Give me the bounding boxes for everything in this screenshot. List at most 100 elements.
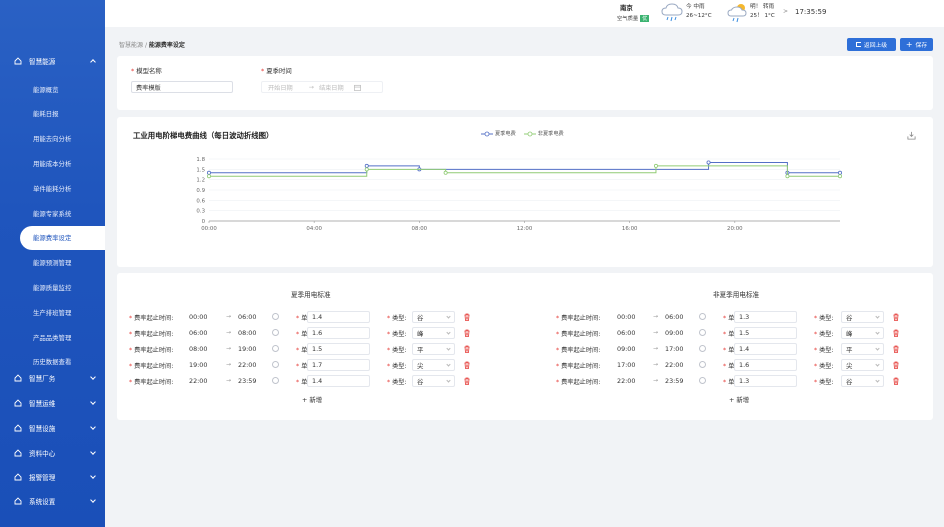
nav-group[interactable]: 资料中心 [0, 442, 105, 464]
sidebar-item[interactable]: 生产排班管理 [0, 300, 105, 324]
end-time-input[interactable]: 09:00 [665, 329, 684, 337]
price-input[interactable]: 1.5 [734, 327, 797, 339]
legend-label: 非夏季电费 [537, 131, 564, 137]
clock-icon[interactable] [272, 361, 279, 368]
type-select[interactable]: 尖 [841, 359, 884, 371]
sidebar-item[interactable]: 能源专家系统 [0, 201, 105, 225]
clock-icon[interactable] [272, 377, 279, 384]
sidebar-item[interactable]: 能源费率设定 [20, 225, 105, 250]
non-summer-add-button[interactable]: + 新增 [729, 396, 750, 404]
end-time-input[interactable]: 17:00 [665, 345, 684, 353]
summer-add-button[interactable]: + 新增 [302, 396, 323, 404]
start-time-input[interactable]: 00:00 [617, 313, 636, 321]
type-select[interactable]: 谷 [412, 375, 455, 387]
end-time-input[interactable]: 19:00 [238, 345, 257, 353]
end-time-input[interactable]: 23:59 [238, 377, 257, 385]
end-time-input[interactable]: 06:00 [665, 313, 684, 321]
rate-time-label: * 费率起止时间: [129, 379, 174, 386]
type-select[interactable]: 谷 [841, 311, 884, 323]
delete-row-button[interactable] [892, 361, 900, 369]
sidebar-item[interactable]: 历史数据查看 [0, 350, 105, 374]
summer-date-range-input[interactable]: 开始日期 → 结束日期 [261, 81, 383, 93]
start-time-input[interactable]: 19:00 [189, 361, 208, 369]
rate-standards-card [117, 273, 933, 420]
price-input[interactable]: 1.6 [734, 359, 797, 371]
type-select[interactable]: 平 [412, 343, 455, 355]
type-select[interactable]: 峰 [412, 327, 455, 339]
start-time-input[interactable]: 00:00 [189, 313, 208, 321]
price-input[interactable]: 1.5 [307, 343, 370, 355]
sidebar-item[interactable]: 用能去向分析 [0, 127, 105, 151]
delete-row-button[interactable] [892, 313, 900, 321]
clock-icon[interactable] [699, 361, 706, 368]
back-button[interactable]: 返回上级 [847, 38, 896, 51]
start-time-input[interactable]: 06:00 [189, 329, 208, 337]
type-select[interactable]: 谷 [841, 375, 884, 387]
legend-item[interactable]: 非夏季电费 [523, 130, 564, 137]
clock-icon[interactable] [699, 329, 706, 336]
sidebar-item[interactable]: 能源概览 [0, 77, 105, 101]
price-input[interactable]: 1.3 [734, 375, 797, 387]
sidebar-item[interactable]: 单件能耗分析 [0, 176, 105, 200]
clock-icon[interactable] [699, 377, 706, 384]
type-value: 谷 [417, 377, 424, 386]
nav-group[interactable]: 报警管理 [0, 466, 105, 488]
clock-icon[interactable] [272, 345, 279, 352]
start-time-input[interactable]: 06:00 [617, 329, 636, 337]
price-input[interactable]: 1.4 [734, 343, 797, 355]
delete-row-button[interactable] [463, 313, 471, 321]
clock-icon[interactable] [272, 329, 279, 336]
sidebar-item[interactable]: 能源预测管理 [0, 251, 105, 275]
type-value: 平 [417, 345, 424, 354]
price-input[interactable]: 1.4 [307, 375, 370, 387]
nav-group[interactable]: 智慧设施 [0, 417, 105, 439]
sidebar-item[interactable]: 能源质量监控 [0, 275, 105, 299]
nav-group[interactable]: 智慧运维 [0, 392, 105, 414]
type-select[interactable]: 谷 [412, 311, 455, 323]
weather-next-arrow[interactable]: > [783, 8, 789, 15]
home-icon [14, 399, 22, 407]
sidebar-item[interactable]: 用能成本分析 [0, 151, 105, 175]
price-input[interactable]: 1.7 [307, 359, 370, 371]
end-time-input[interactable]: 06:00 [238, 313, 257, 321]
clock-icon[interactable] [699, 313, 706, 320]
price-input[interactable]: 1.4 [307, 311, 370, 323]
sidebar-item[interactable]: 产品品类管理 [0, 325, 105, 349]
nav-group[interactable]: 智慧厂务 [0, 367, 105, 389]
download-icon[interactable] [907, 131, 916, 140]
start-time-input[interactable]: 09:00 [617, 345, 636, 353]
delete-row-button[interactable] [463, 345, 471, 353]
type-select[interactable]: 平 [841, 343, 884, 355]
nav-group-label: 资料中心 [29, 450, 56, 458]
sidebar-item[interactable]: 能耗日报 [0, 102, 105, 126]
clock-icon[interactable] [699, 345, 706, 352]
city-name: 南京 [620, 4, 633, 12]
nav-group[interactable]: 智慧能源 [0, 50, 105, 72]
end-time-input[interactable]: 22:00 [665, 361, 684, 369]
breadcrumb-parent[interactable]: 智慧能源 [119, 42, 144, 49]
start-time-input[interactable]: 22:00 [189, 377, 208, 385]
time-range-arrow: → [226, 345, 232, 352]
delete-row-button[interactable] [892, 329, 900, 337]
delete-row-button[interactable] [463, 329, 471, 337]
start-time-input[interactable]: 08:00 [189, 345, 208, 353]
delete-row-button[interactable] [463, 361, 471, 369]
save-button[interactable]: + 保存 [900, 38, 933, 51]
end-time-input[interactable]: 23:59 [665, 377, 684, 385]
delete-row-button[interactable] [892, 345, 900, 353]
start-time-input[interactable]: 17:00 [617, 361, 636, 369]
chevron-icon [90, 473, 96, 479]
model-name-input[interactable]: 费率模版 [131, 81, 233, 93]
type-select[interactable]: 峰 [841, 327, 884, 339]
end-time-input[interactable]: 22:00 [238, 361, 257, 369]
price-input[interactable]: 1.6 [307, 327, 370, 339]
delete-row-button[interactable] [892, 377, 900, 385]
legend-item[interactable]: 夏季电费 [481, 130, 516, 137]
nav-group[interactable]: 系统设置 [0, 490, 105, 512]
clock-icon[interactable] [272, 313, 279, 320]
delete-row-button[interactable] [463, 377, 471, 385]
start-time-input[interactable]: 22:00 [617, 377, 636, 385]
end-time-input[interactable]: 08:00 [238, 329, 257, 337]
type-select[interactable]: 尖 [412, 359, 455, 371]
price-input[interactable]: 1.3 [734, 311, 797, 323]
